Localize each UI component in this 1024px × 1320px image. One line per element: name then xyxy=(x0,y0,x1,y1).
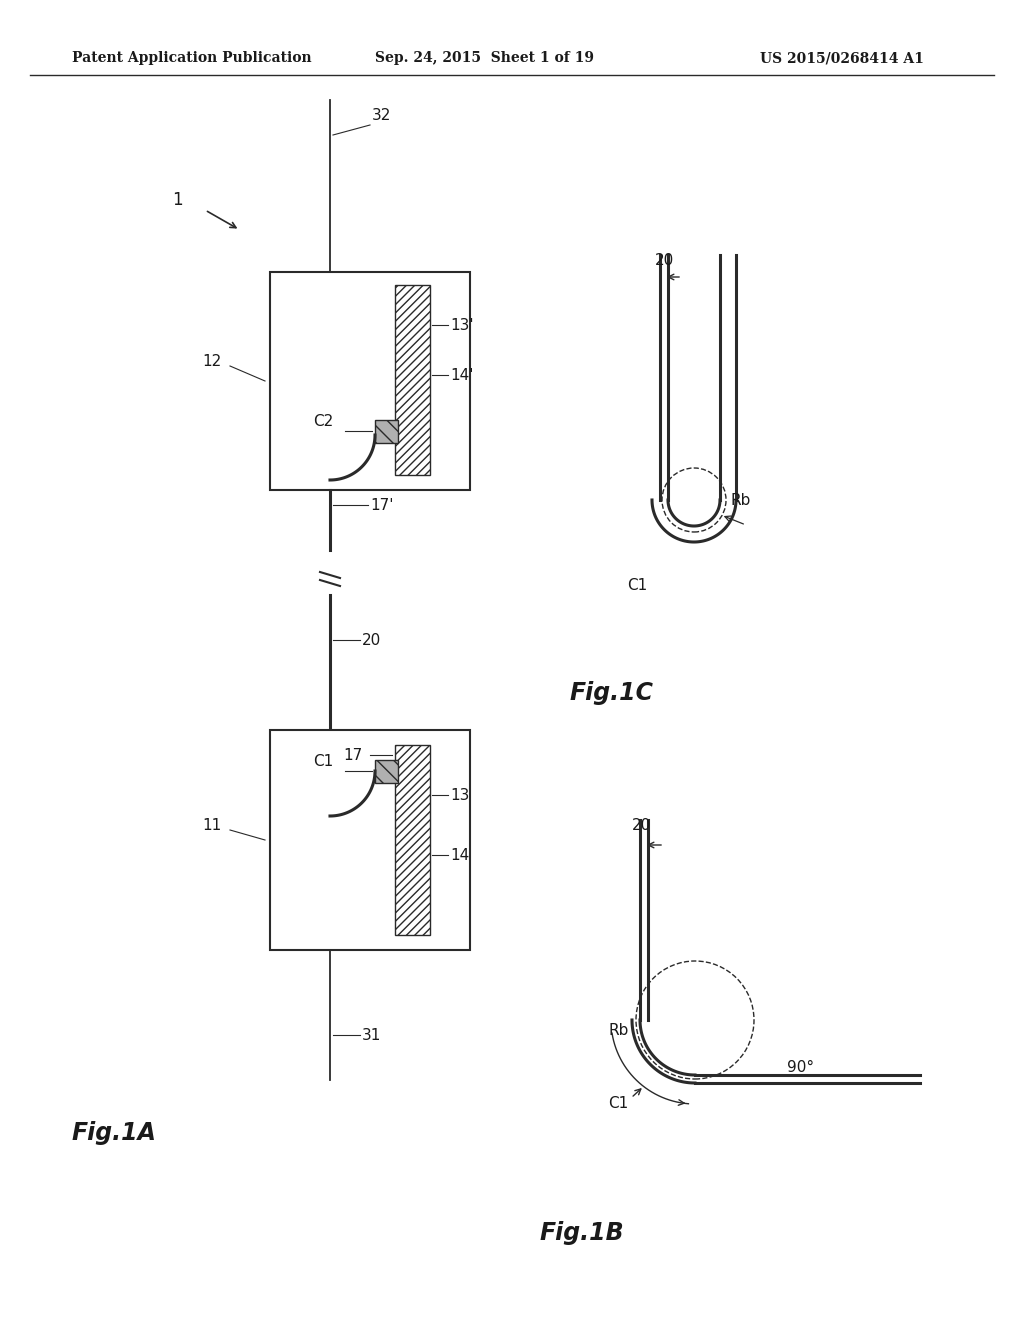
Bar xyxy=(395,744,430,935)
Text: C2: C2 xyxy=(313,414,333,429)
Text: 20: 20 xyxy=(362,634,381,648)
Bar xyxy=(395,285,430,475)
Text: Fig.1C: Fig.1C xyxy=(570,681,654,705)
Bar xyxy=(375,420,398,444)
Text: 11: 11 xyxy=(202,818,221,833)
Text: 12: 12 xyxy=(202,354,221,370)
Text: 13: 13 xyxy=(450,788,469,803)
Text: 13': 13' xyxy=(450,318,474,333)
Text: 14: 14 xyxy=(450,847,469,863)
Text: 90°: 90° xyxy=(787,1060,814,1074)
Text: 32: 32 xyxy=(372,108,391,123)
Bar xyxy=(270,730,470,950)
Text: 20: 20 xyxy=(655,253,674,268)
Text: 14': 14' xyxy=(450,368,473,383)
Bar xyxy=(375,760,398,783)
Text: C1: C1 xyxy=(627,578,647,593)
Text: Rb: Rb xyxy=(608,1023,629,1038)
Bar xyxy=(270,272,470,490)
Text: Patent Application Publication: Patent Application Publication xyxy=(72,51,311,65)
Text: US 2015/0268414 A1: US 2015/0268414 A1 xyxy=(760,51,924,65)
Text: 1: 1 xyxy=(172,191,182,209)
Text: 17': 17' xyxy=(370,498,393,513)
Text: 17: 17 xyxy=(343,748,362,763)
Text: Sep. 24, 2015  Sheet 1 of 19: Sep. 24, 2015 Sheet 1 of 19 xyxy=(375,51,594,65)
Text: C1: C1 xyxy=(608,1096,629,1111)
Text: Rb: Rb xyxy=(731,492,752,508)
Text: 31: 31 xyxy=(362,1028,381,1043)
Text: Fig.1B: Fig.1B xyxy=(540,1221,625,1245)
Text: 20: 20 xyxy=(632,818,651,833)
Text: Fig.1A: Fig.1A xyxy=(72,1121,157,1144)
Text: C1: C1 xyxy=(313,754,333,770)
